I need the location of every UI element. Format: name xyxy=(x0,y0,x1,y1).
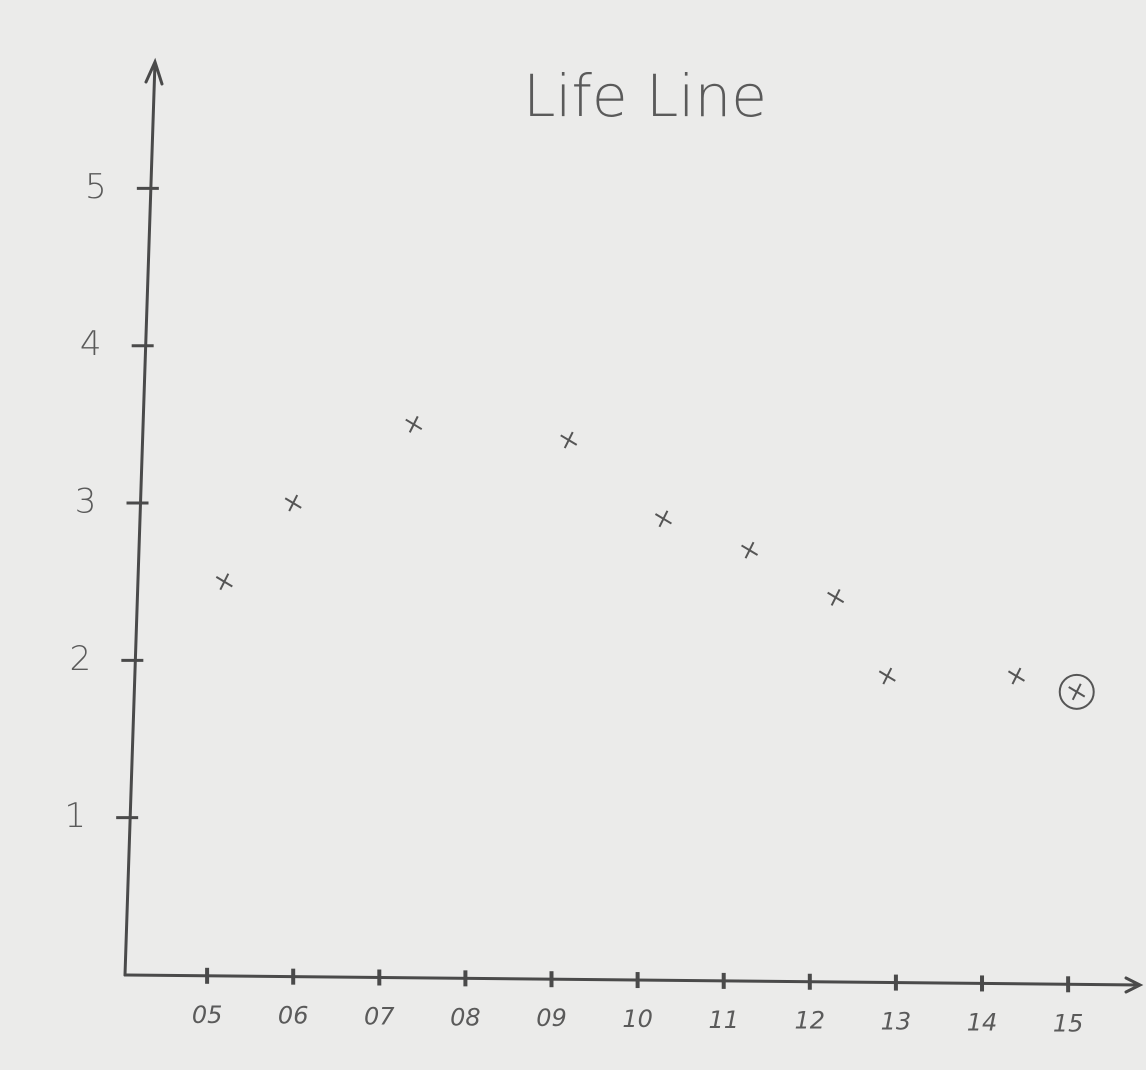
x-tick-label: 14 xyxy=(967,1008,998,1036)
x-tick-label: 05 xyxy=(192,1001,223,1029)
x-tick-label: 15 xyxy=(1053,1009,1084,1037)
x-tick-label: 08 xyxy=(450,1003,481,1031)
chart: Life Line 050607080910111213141512345 xyxy=(0,0,1146,1070)
y-tick-label: 4 xyxy=(80,324,102,364)
x-tick-label: 06 xyxy=(278,1002,309,1030)
y-tick-label: 1 xyxy=(64,796,86,836)
y-tick-label: 5 xyxy=(85,167,107,207)
x-tick-label: 13 xyxy=(881,1008,912,1036)
x-tick-label: 09 xyxy=(536,1004,567,1032)
x-tick-label: 11 xyxy=(708,1006,739,1034)
y-tick-label: 3 xyxy=(75,482,97,522)
x-tick-label: 12 xyxy=(795,1007,826,1035)
x-tick-label: 10 xyxy=(622,1005,653,1033)
x-tick-label: 07 xyxy=(364,1003,395,1031)
y-tick-label: 2 xyxy=(70,639,92,679)
paper xyxy=(0,0,1146,1070)
chart-title: Life Line xyxy=(523,62,767,130)
